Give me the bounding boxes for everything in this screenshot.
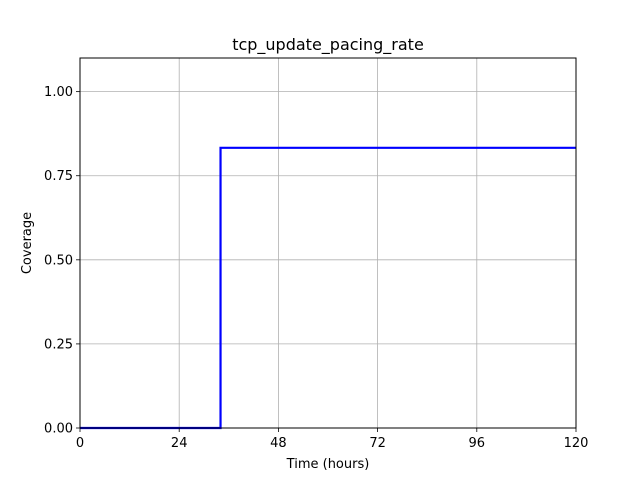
- y-tick-label: 1.00: [44, 85, 73, 100]
- y-axis-label: Coverage: [20, 212, 35, 274]
- x-tick-label: 24: [171, 436, 188, 451]
- y-tick-label: 0.50: [44, 253, 73, 268]
- x-tick-label: 48: [270, 436, 287, 451]
- x-tick-label: 96: [469, 436, 486, 451]
- chart-title: tcp_update_pacing_rate: [232, 35, 424, 55]
- x-tick-label: 120: [564, 436, 589, 451]
- y-tick-label: 0.25: [44, 337, 73, 352]
- x-tick-label: 72: [369, 436, 386, 451]
- y-tick-label: 0.00: [44, 422, 73, 437]
- plot-frame: [79, 57, 577, 429]
- ticks: 0 24 48 72 96 120 0.00 0.25 0.50 0.75 1.00: [44, 85, 588, 451]
- x-axis-label: Time (hours): [286, 457, 370, 472]
- x-tick-label: 0: [76, 436, 84, 451]
- plot-background: [80, 58, 576, 428]
- y-tick-label: 0.75: [44, 169, 73, 184]
